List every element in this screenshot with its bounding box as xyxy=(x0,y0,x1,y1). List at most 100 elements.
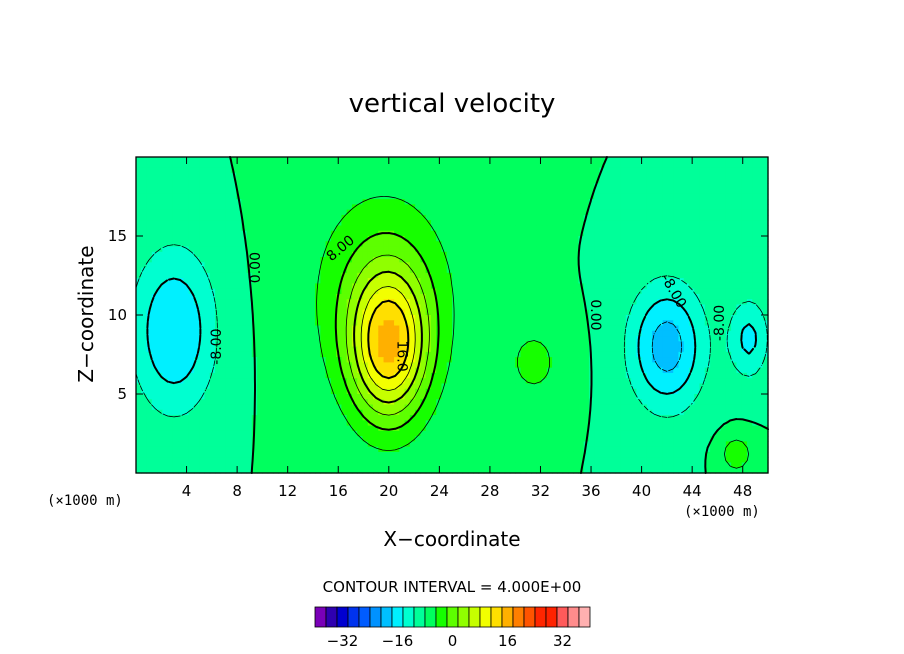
field-cell xyxy=(151,320,158,327)
field-cell xyxy=(278,204,285,211)
field-cell xyxy=(341,272,348,279)
field-cell xyxy=(610,293,616,300)
field-cell xyxy=(473,283,479,290)
field-cell xyxy=(215,351,221,358)
field-cell xyxy=(641,346,648,353)
field-cell xyxy=(178,299,184,306)
field-cell xyxy=(762,309,769,316)
field-cell xyxy=(557,172,564,179)
field-cell xyxy=(272,214,279,221)
field-cell xyxy=(330,251,337,258)
field-cell xyxy=(420,230,427,237)
field-cell xyxy=(646,320,653,327)
field-cell xyxy=(652,199,658,205)
field-cell xyxy=(552,183,558,190)
field-cell xyxy=(420,272,427,279)
field-cell xyxy=(357,183,364,190)
field-cell xyxy=(541,225,548,232)
field-cell xyxy=(183,225,190,232)
field-cell xyxy=(251,257,258,263)
field-cell xyxy=(373,225,379,232)
field-cell xyxy=(704,288,711,295)
field-cell xyxy=(557,293,564,300)
field-cell xyxy=(694,178,701,184)
field-cell xyxy=(473,309,479,316)
field-cell xyxy=(367,341,374,348)
field-cell xyxy=(172,188,179,195)
field-cell xyxy=(278,372,285,379)
field-cell xyxy=(288,188,295,195)
field-cell xyxy=(504,272,511,279)
field-cell xyxy=(625,199,632,205)
field-cell xyxy=(204,357,211,363)
field-cell xyxy=(757,246,764,253)
field-cell xyxy=(667,262,674,269)
field-cell xyxy=(604,272,611,279)
field-cell xyxy=(499,204,506,211)
field-cell xyxy=(552,272,558,279)
field-cell xyxy=(288,341,295,348)
field-cell xyxy=(641,304,648,311)
field-cell xyxy=(141,183,148,190)
field-cell xyxy=(494,204,500,211)
field-cell xyxy=(330,336,337,342)
field-cell xyxy=(436,251,443,258)
field-cell xyxy=(678,336,685,342)
field-cell xyxy=(746,262,753,269)
field-cell xyxy=(341,193,348,200)
field-cell xyxy=(446,162,453,169)
field-cell xyxy=(136,183,142,190)
field-cell xyxy=(694,225,701,232)
field-cell xyxy=(425,278,432,284)
field-cell xyxy=(441,304,448,311)
field-cell xyxy=(336,246,342,253)
field-cell xyxy=(467,209,474,216)
field-cell xyxy=(394,178,400,184)
field-cell xyxy=(399,241,406,248)
field-cell xyxy=(225,183,232,190)
field-cell xyxy=(362,199,369,205)
field-cell xyxy=(541,251,548,258)
field-cell xyxy=(509,220,516,227)
field-cell xyxy=(752,283,759,290)
field-cell xyxy=(488,278,495,284)
field-cell xyxy=(594,267,601,274)
field-cell xyxy=(272,288,279,295)
field-cell xyxy=(615,225,622,232)
field-cell xyxy=(146,325,153,332)
field-cell xyxy=(383,188,390,195)
field-cell xyxy=(509,183,516,190)
field-cell xyxy=(610,162,616,169)
field-cell xyxy=(625,188,632,195)
field-cell xyxy=(294,367,300,374)
field-cell xyxy=(567,172,574,179)
field-cell xyxy=(715,209,722,216)
field-cell xyxy=(673,330,680,337)
field-cell xyxy=(657,246,664,253)
field-cell xyxy=(351,162,358,169)
field-cell xyxy=(725,214,732,221)
field-cell xyxy=(257,372,263,379)
field-cell xyxy=(678,193,685,200)
field-cell xyxy=(488,246,495,253)
field-cell xyxy=(720,262,727,269)
field-cell xyxy=(546,367,553,374)
field-cell xyxy=(288,193,295,200)
field-cell xyxy=(552,188,558,195)
field-cell xyxy=(583,283,590,290)
field-cell xyxy=(330,272,337,279)
field-cell xyxy=(341,214,348,221)
field-cell xyxy=(167,357,174,363)
field-cell xyxy=(720,320,727,327)
field-cell xyxy=(446,315,453,321)
field-cell xyxy=(667,193,674,200)
field-cell xyxy=(220,220,227,227)
field-cell xyxy=(246,257,253,263)
field-cell xyxy=(146,230,153,237)
field-cell xyxy=(167,251,174,258)
field-cell xyxy=(736,267,743,274)
field-cell xyxy=(483,304,490,311)
field-cell xyxy=(578,309,585,316)
field-cell xyxy=(494,288,500,295)
field-cell xyxy=(462,230,469,237)
